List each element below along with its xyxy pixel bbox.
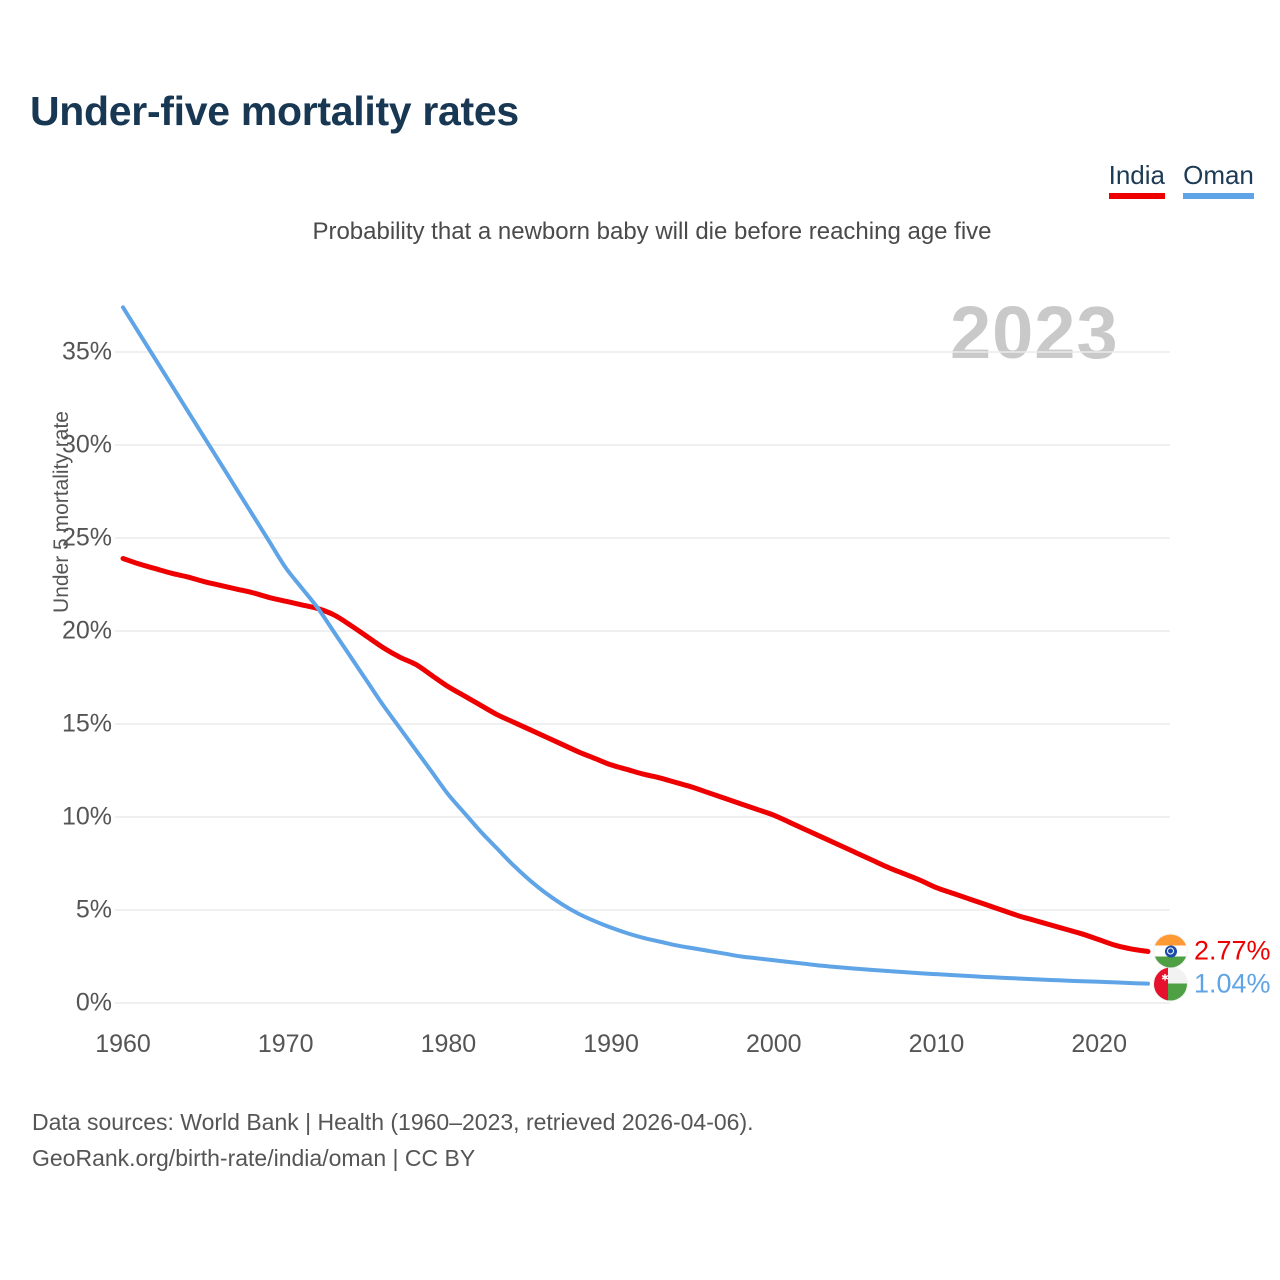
line-chart-svg: [115, 305, 1170, 1004]
plot-area: [0, 270, 1280, 1070]
legend-swatch-oman: [1183, 193, 1254, 200]
endpoint-oman: ✱ 1.04%: [1154, 967, 1271, 1001]
page-title: Under-five mortality rates: [30, 88, 519, 134]
endpoint-india: 2.77%: [1154, 934, 1271, 968]
x-tick-label: 1980: [420, 1030, 477, 1058]
legend-label-oman: Oman: [1183, 160, 1254, 190]
flag-oman-icon: ✱: [1154, 967, 1187, 1001]
y-tick-label: 5%: [75, 895, 112, 924]
legend: India Oman: [1108, 160, 1254, 200]
series-line-oman: [121, 305, 1150, 986]
x-tick-label: 1960: [95, 1030, 151, 1058]
gridlines: [115, 351, 1170, 1004]
footer-line-sources: Data sources: World Bank | Health (1960–…: [32, 1109, 754, 1135]
y-tick-label: 20%: [61, 616, 112, 645]
x-axis-ticks: 1960 1970 1980 1990 2000 2010 2020: [0, 1030, 1280, 1070]
y-tick-label: 30%: [61, 430, 112, 459]
legend-swatch-india: [1108, 193, 1165, 200]
flag-india-icon: [1154, 934, 1187, 968]
legend-item-india[interactable]: India: [1108, 160, 1165, 200]
footer: Data sources: World Bank | Health (1960–…: [32, 1105, 754, 1176]
x-tick-label: 2000: [745, 1030, 802, 1058]
y-tick-label: 0%: [75, 988, 112, 1017]
legend-label-india: India: [1108, 160, 1165, 190]
x-tick-label: 2020: [1071, 1030, 1127, 1058]
footer-line-attribution: GeoRank.org/birth-rate/india/oman | CC B…: [32, 1144, 476, 1171]
x-tick-label: 2010: [908, 1030, 965, 1058]
endpoint-value-india: 2.77%: [1194, 935, 1271, 966]
series-lines: [120, 305, 1151, 986]
chart-subtitle: Probability that a newborn baby will die…: [312, 218, 992, 245]
y-tick-label: 25%: [61, 523, 112, 552]
y-axis-title: Under 5 mortality rate: [50, 411, 73, 613]
x-tick-label: 1970: [257, 1030, 314, 1058]
x-tick-label: 1990: [583, 1030, 639, 1058]
y-tick-label: 15%: [61, 709, 112, 738]
legend-item-oman[interactable]: Oman: [1183, 160, 1254, 200]
endpoint-value-oman: 1.04%: [1194, 968, 1271, 999]
y-axis-ticks: 0% 5% 10% 15% 20% 25% 30% 35%: [0, 0, 112, 1280]
y-tick-label: 10%: [61, 802, 112, 831]
series-line-india: [120, 555, 1151, 954]
y-tick-label: 35%: [61, 337, 112, 366]
